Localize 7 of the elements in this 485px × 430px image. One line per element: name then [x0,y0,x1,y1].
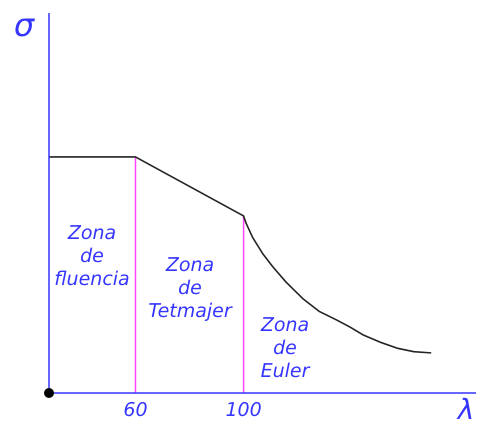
annotation: Zona de fluencia [54,222,130,290]
annotation: Zona de Tetmajer [148,254,233,322]
y-axis-title: σ [14,6,36,44]
annotation: Zona de Euler [260,314,311,382]
x-tick-label: 60 [123,398,148,421]
x-axis-title: λ [456,393,474,426]
x-tick-label: 100 [225,398,262,421]
